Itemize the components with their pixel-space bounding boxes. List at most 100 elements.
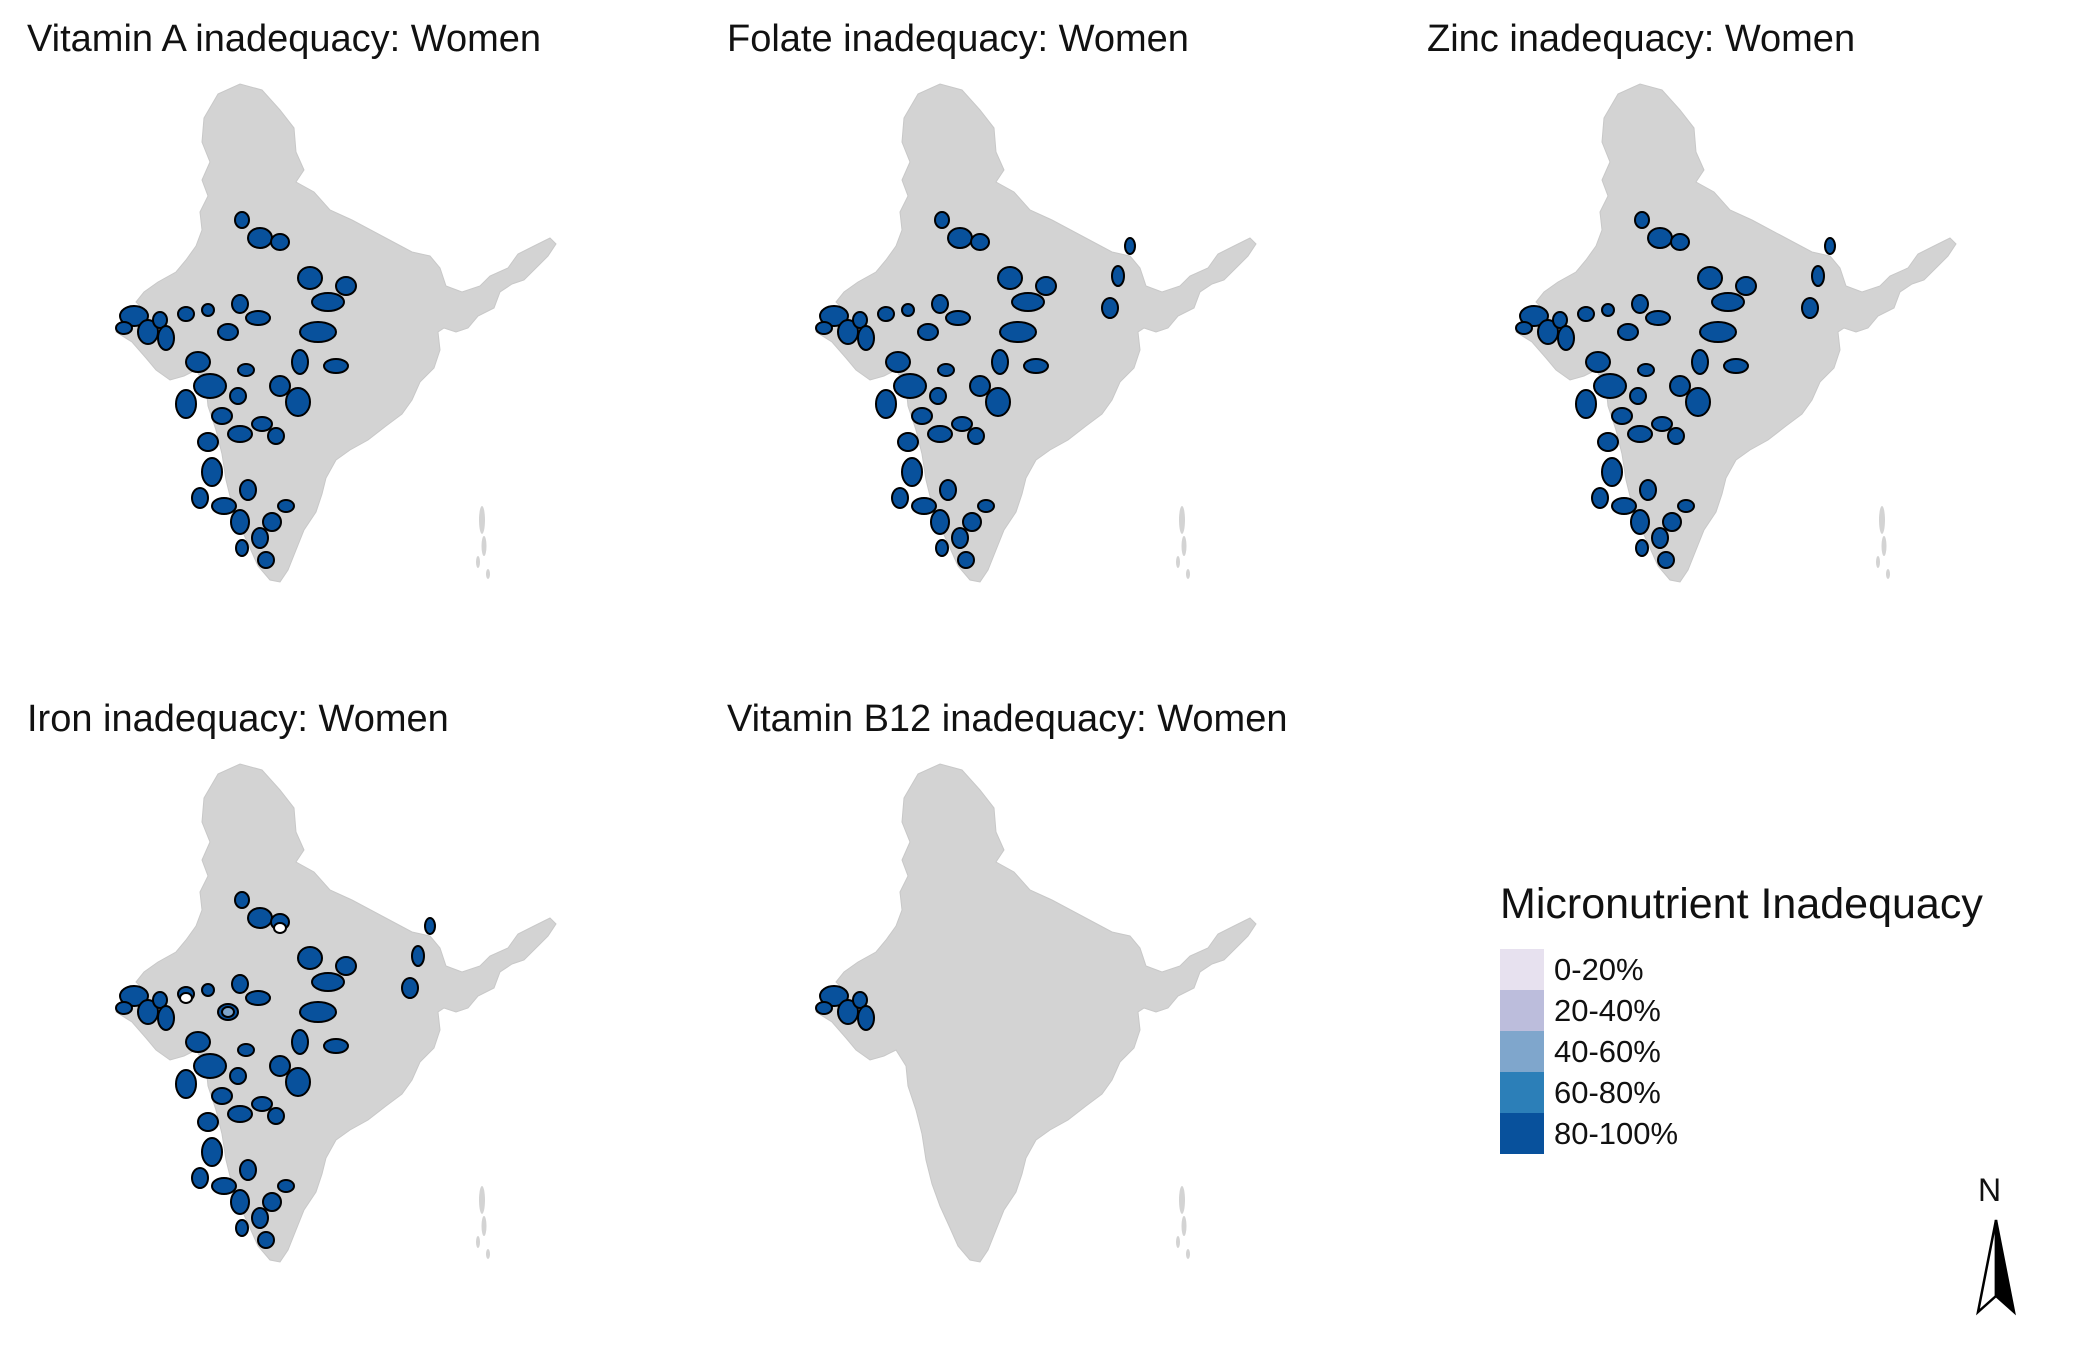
district — [269, 1055, 291, 1077]
district — [229, 387, 247, 405]
district — [1639, 479, 1657, 501]
district — [211, 1177, 237, 1195]
district — [852, 991, 868, 1009]
district — [234, 211, 250, 229]
district — [175, 389, 197, 419]
district — [857, 325, 875, 351]
andaman-islands — [476, 506, 490, 579]
district — [997, 266, 1023, 290]
district — [985, 387, 1011, 417]
district — [235, 539, 249, 557]
island — [1876, 556, 1880, 568]
map-panel-zinc: Zinc inadequacy: Women — [1400, 0, 2100, 650]
district — [291, 349, 309, 375]
legend-item: 40-60% — [1500, 1031, 1983, 1072]
island — [1176, 556, 1180, 568]
district — [237, 363, 255, 377]
district — [221, 1006, 235, 1018]
district — [262, 512, 282, 532]
district — [897, 432, 919, 452]
district — [1601, 457, 1623, 487]
district — [1011, 292, 1045, 312]
district — [1711, 292, 1745, 312]
district — [262, 1192, 282, 1212]
india-map — [1515, 83, 1957, 583]
district — [1647, 227, 1673, 249]
district — [977, 499, 995, 513]
district — [947, 227, 973, 249]
district — [931, 294, 949, 314]
district — [1023, 358, 1049, 374]
north-arrow-label: N — [1978, 1172, 2002, 1208]
district — [267, 427, 285, 445]
legend-swatch — [1500, 949, 1544, 990]
district — [231, 974, 249, 994]
district — [237, 1043, 255, 1057]
district — [235, 1219, 249, 1237]
district — [267, 1107, 285, 1125]
island — [1181, 1216, 1187, 1236]
panel-title: Vitamin A inadequacy: Women — [27, 18, 542, 60]
legend-swatch — [1500, 1113, 1544, 1154]
district — [1585, 351, 1611, 373]
district — [1824, 237, 1836, 255]
north-arrow-icon — [1976, 1219, 2016, 1316]
district — [231, 294, 249, 314]
district — [969, 375, 991, 397]
district — [119, 985, 149, 1007]
island — [1881, 536, 1887, 556]
district — [875, 389, 897, 419]
district — [911, 497, 937, 515]
island — [1886, 569, 1890, 579]
panel-title: Folate inadequacy: Women — [727, 18, 1189, 60]
district — [227, 425, 253, 443]
district — [1670, 233, 1690, 251]
district — [901, 303, 915, 317]
district — [185, 351, 211, 373]
legend-item: 0-20% — [1500, 949, 1983, 990]
legend: Micronutrient Inadequacy 0-20% 20-40% 40… — [1500, 880, 1983, 1154]
district — [211, 497, 237, 515]
district — [297, 266, 323, 290]
district — [999, 321, 1037, 343]
district — [1699, 321, 1737, 343]
district — [191, 1167, 209, 1189]
district — [230, 1189, 250, 1215]
district — [297, 946, 323, 970]
district — [917, 323, 939, 341]
district — [1669, 375, 1691, 397]
district — [1635, 539, 1649, 557]
district — [191, 487, 209, 509]
island — [476, 1236, 480, 1248]
district — [911, 407, 933, 425]
district — [934, 211, 950, 229]
district — [1591, 487, 1609, 509]
district — [211, 1087, 233, 1105]
map-panel-iron: Iron inadequacy: Women — [0, 680, 700, 1330]
district — [251, 1096, 273, 1112]
district — [179, 992, 193, 1004]
district — [1634, 211, 1650, 229]
district — [819, 985, 849, 1007]
legend-item: 60-80% — [1500, 1072, 1983, 1113]
district — [270, 233, 290, 251]
district — [323, 358, 349, 374]
district — [1691, 349, 1709, 375]
district — [152, 991, 168, 1009]
district — [1627, 425, 1653, 443]
district — [1667, 427, 1685, 445]
district — [1515, 321, 1533, 335]
district — [1601, 303, 1615, 317]
district — [229, 1067, 247, 1085]
district — [291, 1029, 309, 1055]
district — [1685, 387, 1711, 417]
highlighted-districts — [115, 211, 357, 569]
district — [152, 311, 168, 329]
district — [311, 972, 345, 992]
district — [245, 990, 271, 1006]
district — [257, 1231, 275, 1249]
district — [1611, 497, 1637, 515]
legend-label: 60-80% — [1554, 1074, 1661, 1110]
district — [1575, 389, 1597, 419]
district — [1651, 416, 1673, 432]
